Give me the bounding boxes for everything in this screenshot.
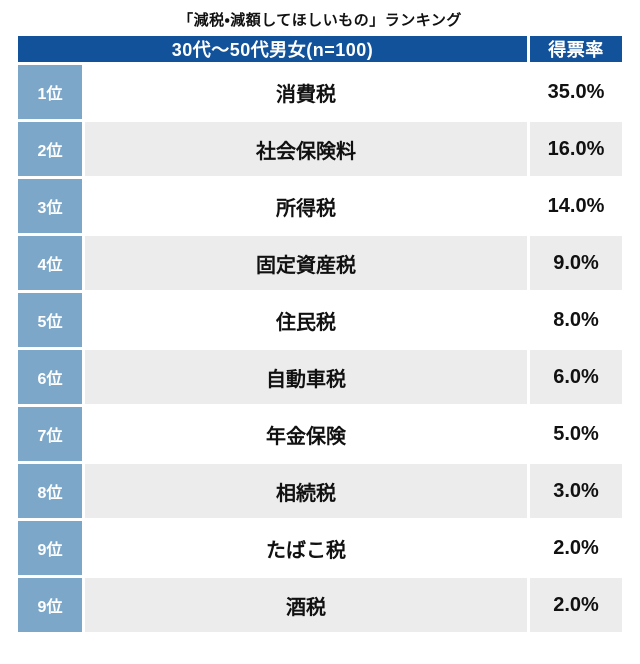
table-row: 6位 自動車税 6.0% [18, 350, 622, 404]
item-cell: 所得税 [85, 179, 527, 233]
item-cell: 相続税 [85, 464, 527, 518]
item-cell: 社会保険料 [85, 122, 527, 176]
table-row: 7位 年金保険 5.0% [18, 407, 622, 461]
ranking-table: 30代〜50代男女(n=100) 得票率 1位 消費税 35.0% 2位 社会保険料 16… [15, 33, 625, 635]
table-row: 9位 たばこ税 2.0% [18, 521, 622, 575]
rank-cell: 3位 [18, 179, 82, 233]
rank-cell: 1位 [18, 65, 82, 119]
item-cell: 自動車税 [85, 350, 527, 404]
table-row: 5位 住民税 8.0% [18, 293, 622, 347]
rank-cell: 7位 [18, 407, 82, 461]
rank-cell: 4位 [18, 236, 82, 290]
table-row: 3位 所得税 14.0% [18, 179, 622, 233]
ranking-table-body: 1位 消費税 35.0% 2位 社会保険料 16.0% 3位 所得税 14.0% 4位 固定資産税 9… [18, 65, 622, 632]
rank-cell: 8位 [18, 464, 82, 518]
value-cell: 2.0% [530, 521, 622, 575]
table-row: 8位 相続税 3.0% [18, 464, 622, 518]
table-row: 2位 社会保険料 16.0% [18, 122, 622, 176]
item-cell: 年金保険 [85, 407, 527, 461]
value-cell: 16.0% [530, 122, 622, 176]
table-header-row: 30代〜50代男女(n=100) 得票率 [18, 36, 622, 62]
page-title: 「減税・減額してほしいもの」ランキング [178, 12, 462, 29]
value-cell: 9.0% [530, 236, 622, 290]
table-row: 1位 消費税 35.0% [18, 65, 622, 119]
item-cell: 消費税 [85, 65, 527, 119]
value-cell: 35.0% [530, 65, 622, 119]
value-cell: 14.0% [530, 179, 622, 233]
rank-cell: 9位 [18, 578, 82, 632]
item-cell: 住民税 [85, 293, 527, 347]
rank-cell: 6位 [18, 350, 82, 404]
value-cell: 8.0% [530, 293, 622, 347]
value-cell: 2.0% [530, 578, 622, 632]
rank-cell: 9位 [18, 521, 82, 575]
item-cell: たばこ税 [85, 521, 527, 575]
rank-cell: 2位 [18, 122, 82, 176]
table-header-group: 30代〜50代男女(n=100) [18, 36, 527, 62]
table-row: 9位 酒税 2.0% [18, 578, 622, 632]
rank-cell: 5位 [18, 293, 82, 347]
item-cell: 酒税 [85, 578, 527, 632]
value-cell: 6.0% [530, 350, 622, 404]
value-cell: 5.0% [530, 407, 622, 461]
table-header-value: 得票率 [530, 36, 622, 62]
value-cell: 3.0% [530, 464, 622, 518]
table-row: 4位 固定資産税 9.0% [18, 236, 622, 290]
item-cell: 固定資産税 [85, 236, 527, 290]
